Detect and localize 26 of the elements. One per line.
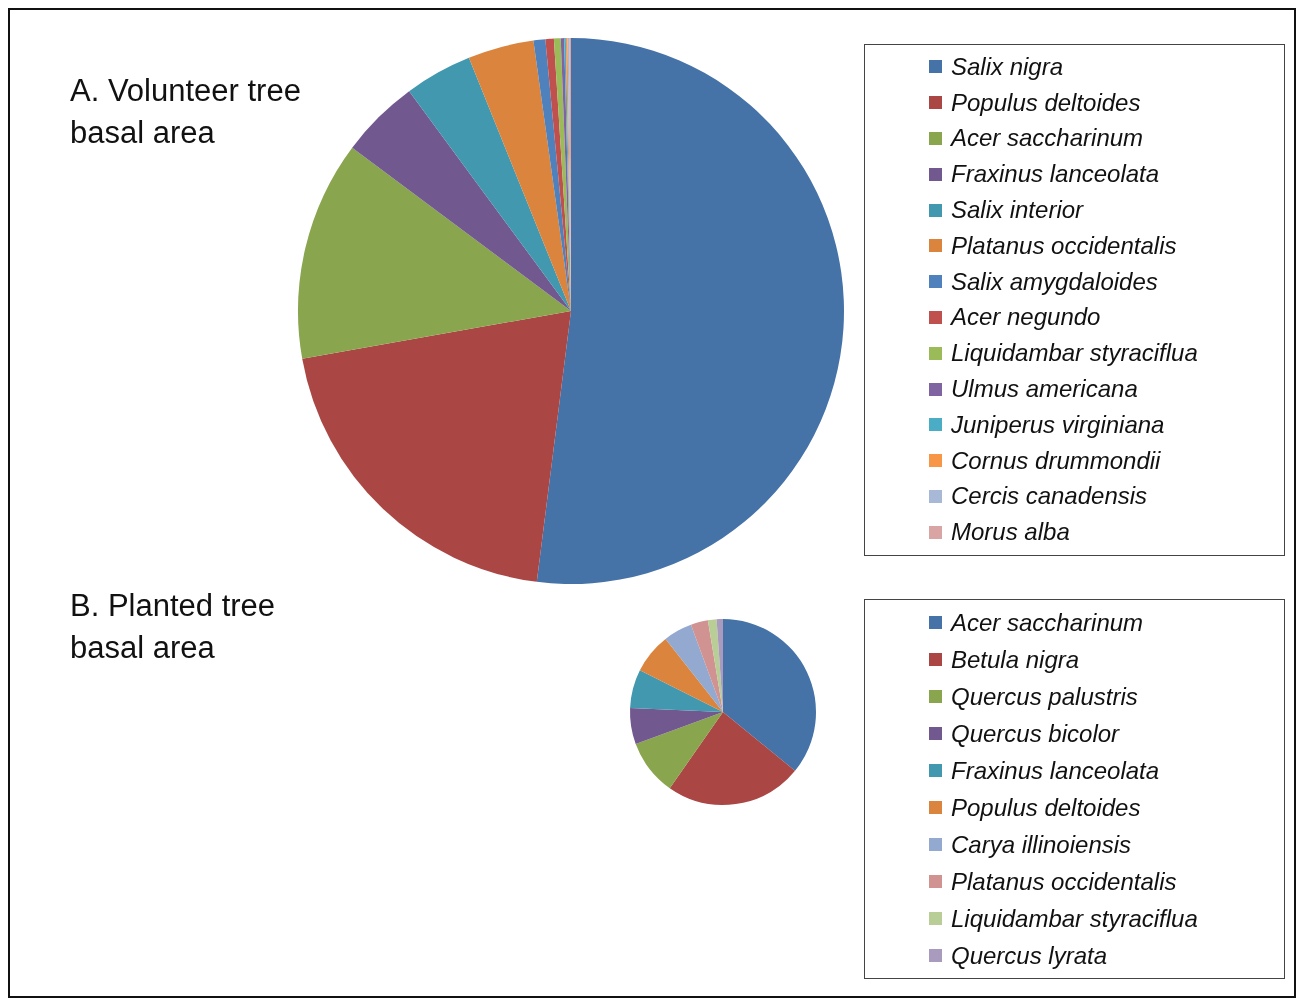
- legend-label: Quercus lyrata: [951, 941, 1108, 970]
- legend-label: Liquidambar styraciflua: [951, 339, 1198, 368]
- legend-label: Juniperus virginiana: [951, 410, 1165, 439]
- legend-label: Salix amygdaloides: [951, 267, 1158, 296]
- legend-label: Ulmus americana: [951, 375, 1138, 404]
- legend-label: Platanus occidentalis: [951, 231, 1177, 260]
- legend-label: Salix interior: [951, 196, 1084, 225]
- text: A. Volunteer tree basal area: [70, 72, 302, 152]
- legend-label: Cercis canadensis: [951, 482, 1148, 511]
- legend-label: Fraxinus lanceolata: [951, 160, 1160, 189]
- legend-label: Cornus drummondii: [951, 446, 1161, 475]
- legend-label: Acer saccharinum: [951, 124, 1144, 153]
- legend-label: Salix nigra: [951, 52, 1064, 81]
- legend-label: Quercus bicolor: [951, 719, 1120, 748]
- text: B. Planted tree basal area: [70, 587, 277, 667]
- legend-label: Platanus occidentalis: [951, 867, 1177, 896]
- legend-label: Liquidambar styraciflua: [951, 904, 1198, 933]
- legend-label: Carya illinoiensis: [951, 830, 1132, 859]
- legend-label: Populus deltoides: [951, 88, 1141, 117]
- legend-label: Quercus palustris: [951, 682, 1138, 711]
- legend-label: Fraxinus lanceolata: [951, 756, 1160, 785]
- legend-label: Betula nigra: [951, 645, 1080, 674]
- legend-label: Populus deltoides: [951, 793, 1141, 822]
- legend-label: Acer saccharinum: [951, 608, 1144, 637]
- legend-label: Morus alba: [951, 518, 1070, 547]
- legend-label: Acer negundo: [951, 303, 1101, 332]
